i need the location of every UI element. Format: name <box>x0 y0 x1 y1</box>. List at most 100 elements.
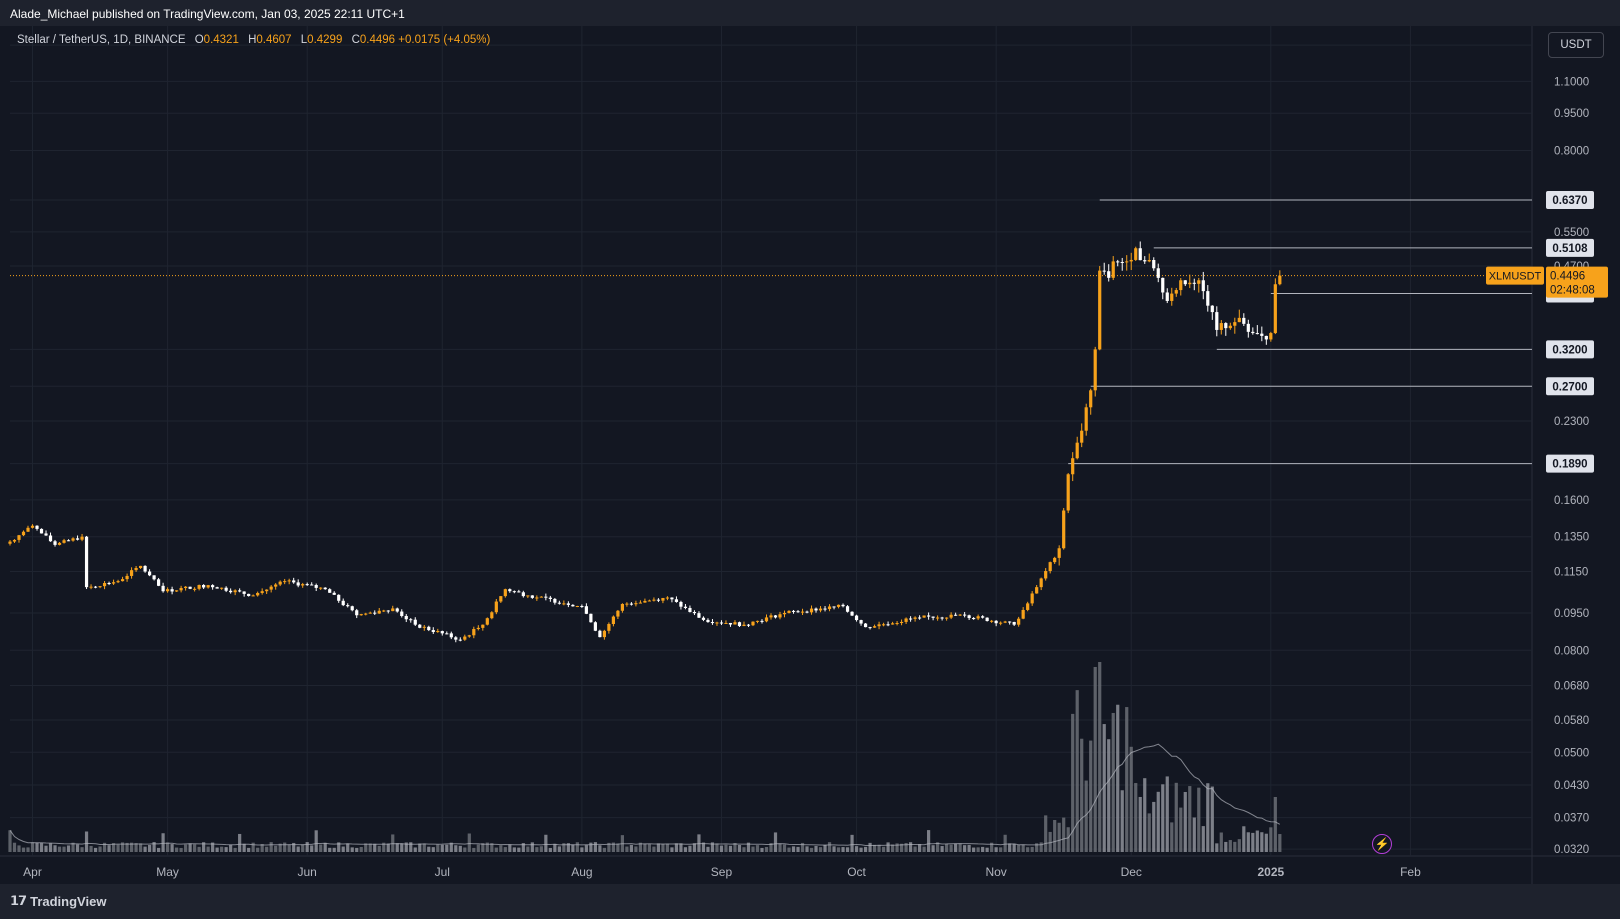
volume-bar <box>102 842 107 852</box>
volume-bar <box>1062 817 1066 852</box>
volume-bar <box>868 842 872 852</box>
volume-bar <box>260 843 264 852</box>
candle-body <box>377 610 381 614</box>
volume-bar <box>643 843 647 852</box>
candle-body <box>859 620 863 624</box>
volume-bar <box>26 847 30 852</box>
volume-bar <box>719 845 724 852</box>
volume-bar <box>814 845 818 852</box>
volume-bar <box>715 843 719 852</box>
volume-bar <box>278 843 282 852</box>
chart-area[interactable]: 1.30001.10000.95000.80000.63700.55000.47… <box>0 26 1620 884</box>
volume-bar <box>206 846 210 852</box>
candle-body <box>147 571 152 576</box>
candle-body <box>1210 305 1214 313</box>
volume-bar <box>1206 783 1210 852</box>
volume-bar <box>265 846 269 852</box>
candle-body <box>215 587 219 589</box>
price-chart[interactable]: 1.30001.10000.95000.80000.63700.55000.47… <box>0 26 1620 884</box>
volume-bar <box>593 842 597 852</box>
level-label: 0.5108 <box>1552 243 1588 255</box>
volume-bar <box>1008 843 1012 852</box>
volume-bar <box>800 842 805 852</box>
volume-bar <box>859 847 863 852</box>
candle-body <box>485 618 489 625</box>
candle-body <box>1044 571 1048 579</box>
candle-body <box>39 528 44 534</box>
candle-body <box>337 594 341 601</box>
candle-body <box>278 581 282 585</box>
candle-body <box>364 613 368 615</box>
level-label: 0.6370 <box>1552 195 1587 207</box>
candle-body <box>143 565 147 572</box>
volume-bar <box>382 842 386 852</box>
y-tick-label: 0.0500 <box>1554 747 1589 759</box>
candle-body <box>449 633 453 638</box>
candle-body <box>809 608 814 613</box>
volume-bar <box>305 842 309 852</box>
candle-body <box>1201 280 1205 292</box>
volume-bar <box>490 843 494 852</box>
volume-bar <box>733 843 737 852</box>
candle-body <box>805 611 809 613</box>
volume-bar <box>940 846 944 852</box>
volume-bar <box>71 842 75 852</box>
candle-body <box>571 604 575 607</box>
volume-bar <box>323 842 327 852</box>
candle-body <box>1008 621 1012 623</box>
candle-body <box>269 586 273 590</box>
candle-body <box>179 587 183 591</box>
candle-body <box>535 597 539 599</box>
candle-body <box>242 591 246 594</box>
legend-high-label: H <box>248 34 257 46</box>
y-tick-label: 0.2300 <box>1554 416 1589 428</box>
volume-bar <box>156 847 161 852</box>
volume-bar <box>661 844 665 852</box>
candle-body <box>994 620 998 624</box>
candle-body <box>12 539 17 542</box>
legend-high: 0.4607 <box>256 34 292 46</box>
candle-body <box>350 606 354 611</box>
candle-body <box>899 621 904 624</box>
legend-low: 0.4299 <box>307 34 343 46</box>
volume-bar <box>445 844 449 852</box>
currency-button[interactable]: USDT <box>1548 32 1604 58</box>
volume-bar <box>634 846 638 852</box>
volume-bar <box>143 846 147 852</box>
candle-body <box>247 593 251 597</box>
volume-bar <box>625 846 629 852</box>
volume-bar <box>895 843 899 852</box>
candle-body <box>602 630 606 638</box>
volume-bar <box>1260 832 1264 852</box>
candle-body <box>710 622 715 624</box>
candle-body <box>629 603 634 605</box>
candle-body <box>71 538 75 541</box>
candle-body <box>1066 474 1070 511</box>
candle-body <box>328 589 332 593</box>
candle-body <box>1080 430 1084 443</box>
candle-body <box>93 586 98 588</box>
volume-bar <box>904 843 908 852</box>
volume-bar <box>1183 791 1187 852</box>
volume-bar <box>215 847 219 852</box>
volume-bar <box>53 845 57 852</box>
x-tick-label: Feb <box>1400 865 1421 879</box>
candle-body <box>116 581 120 583</box>
volume-bar <box>359 846 363 852</box>
candle-body <box>1116 261 1120 263</box>
lightning-icon[interactable]: ⚡ <box>1372 834 1392 854</box>
volume-bar <box>310 845 314 852</box>
tradingview-logo[interactable]: 𝟭𝟳 TradingView <box>10 893 106 909</box>
volume-bar <box>84 831 89 852</box>
volume-bar <box>832 846 836 852</box>
volume-bar <box>512 847 516 852</box>
candle-body <box>1147 260 1151 262</box>
volume-bar <box>220 846 224 852</box>
candle-body <box>1152 260 1156 269</box>
volume-bar <box>1224 841 1228 852</box>
candle-body <box>152 575 156 580</box>
volume-bar <box>571 844 575 852</box>
volume-bar <box>238 833 242 852</box>
volume-bar <box>782 844 787 852</box>
volume-bar <box>404 842 408 852</box>
